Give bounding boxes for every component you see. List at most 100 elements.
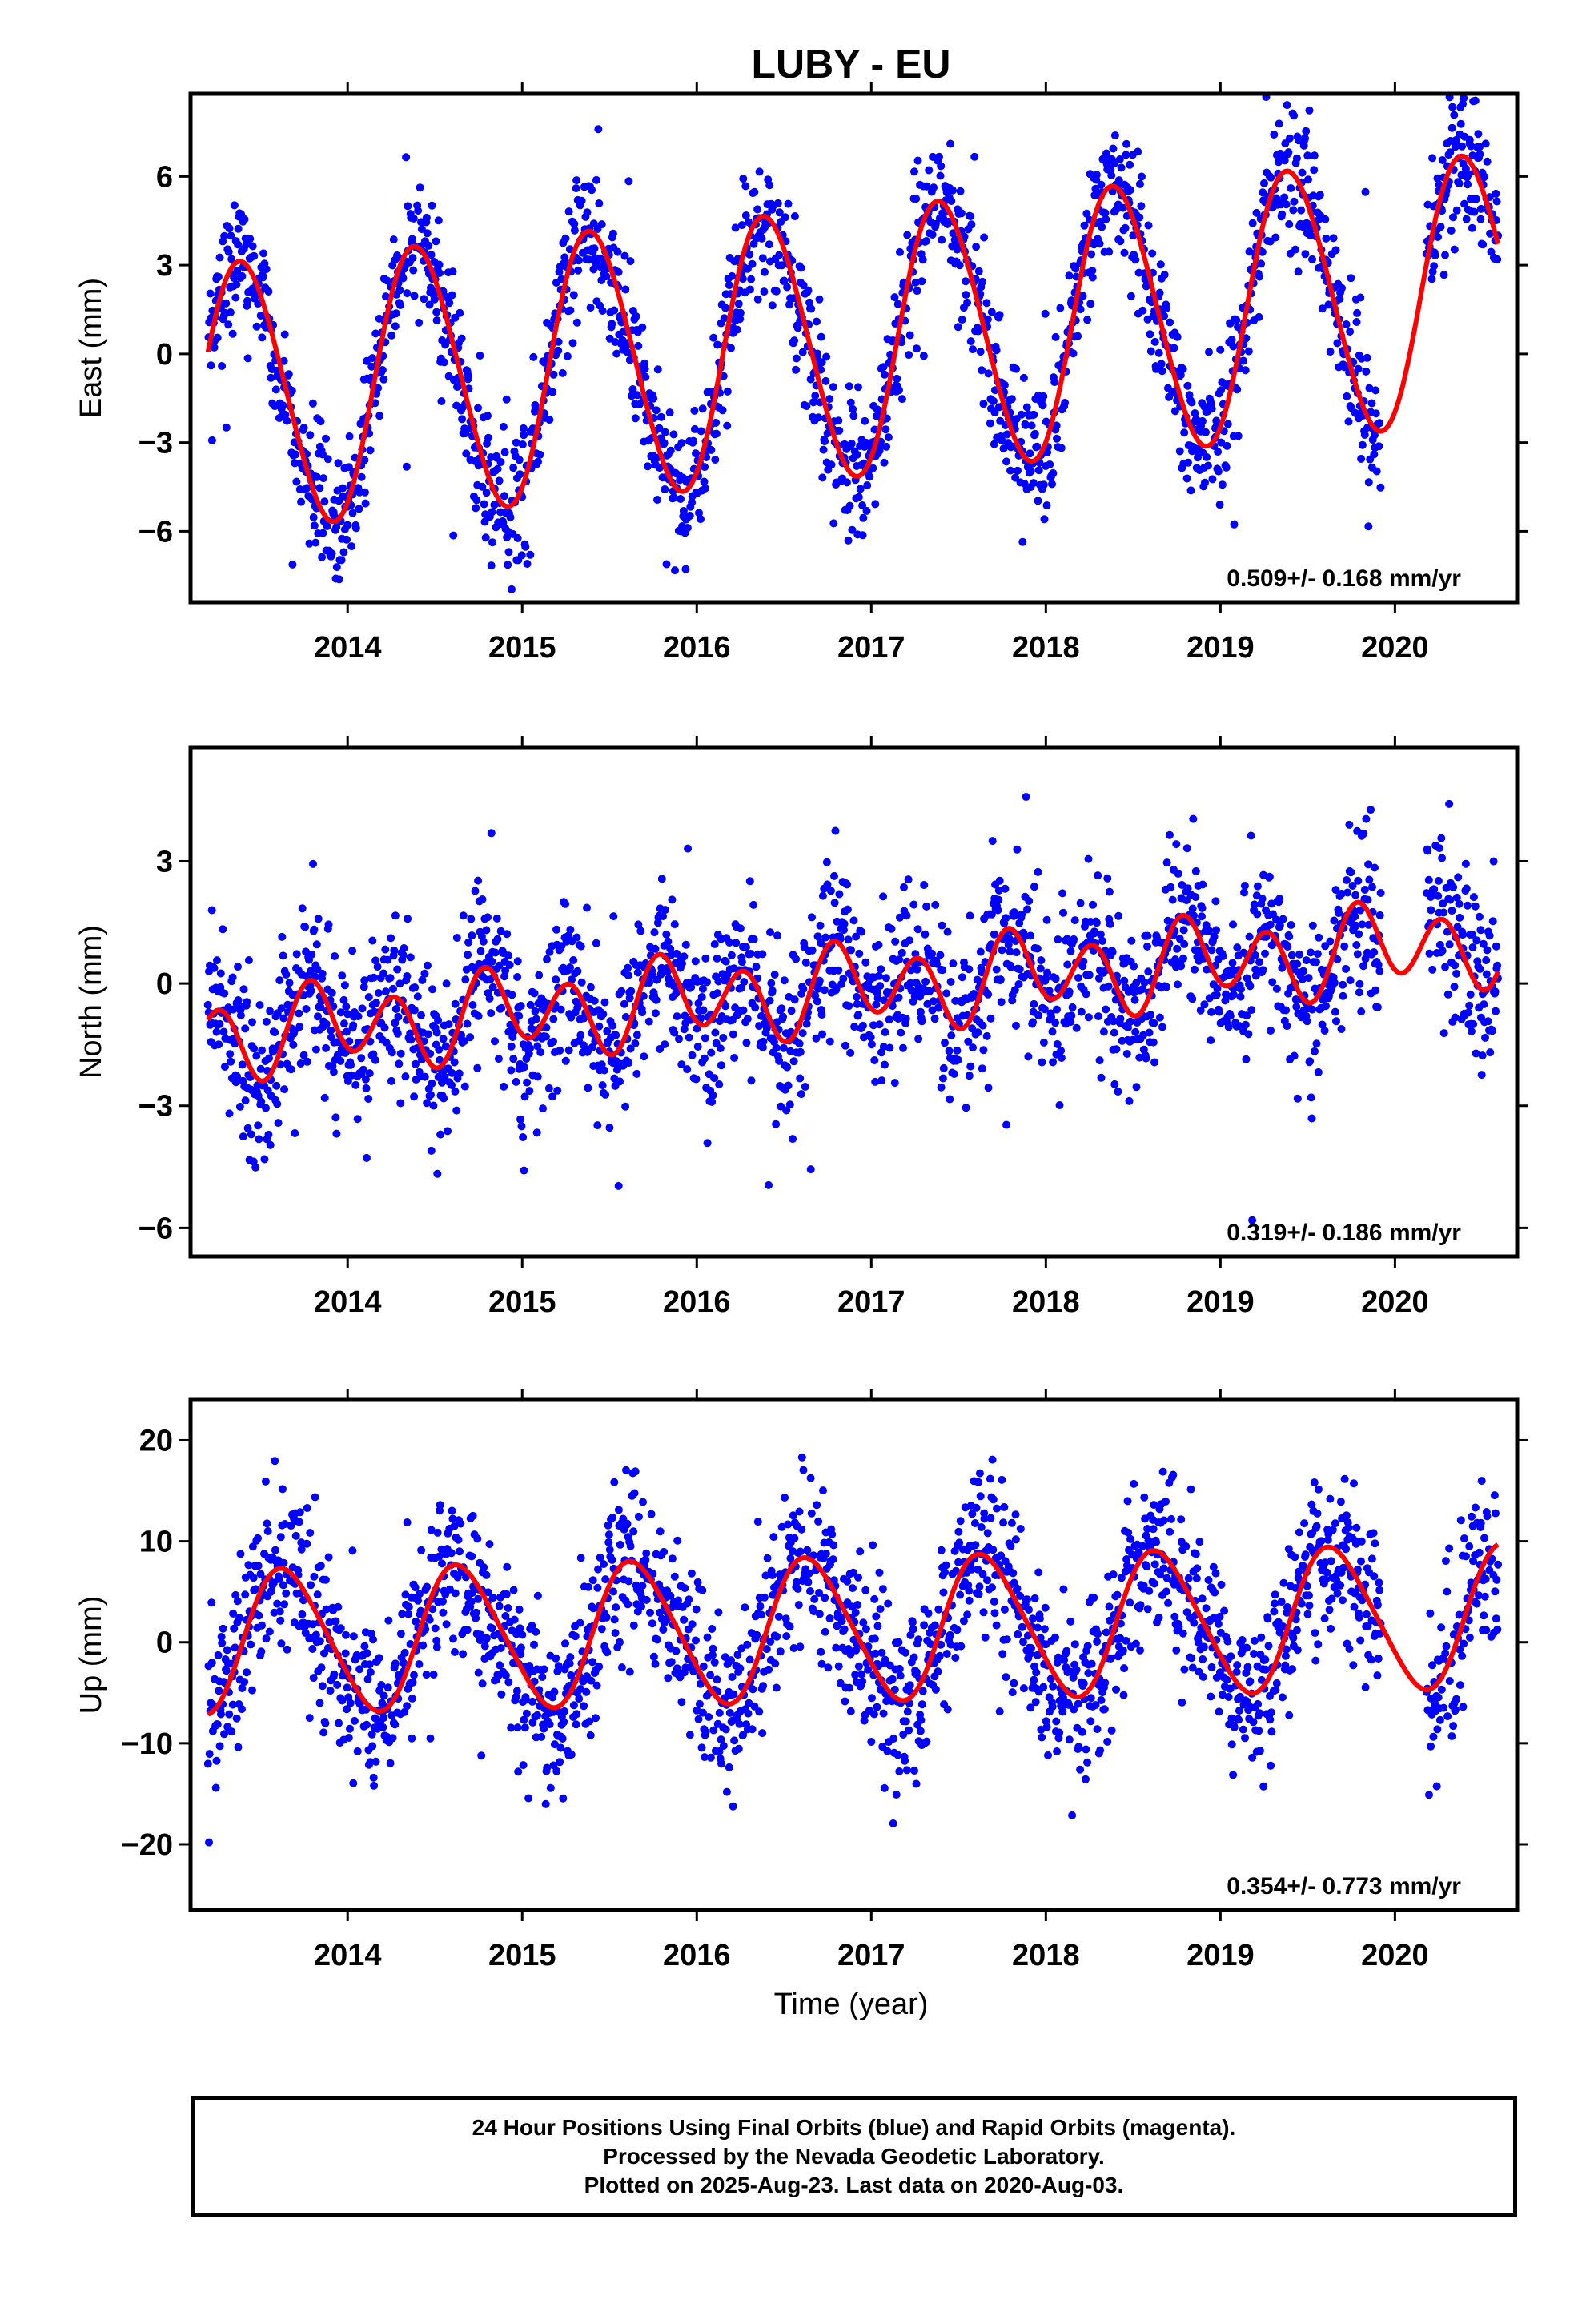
data-point — [406, 953, 415, 962]
data-point — [1355, 979, 1364, 988]
data-point — [440, 1094, 448, 1103]
data-point — [1162, 983, 1170, 991]
data-point — [707, 1048, 716, 1057]
data-point — [323, 522, 331, 530]
data-point — [610, 306, 619, 315]
data-point — [526, 1000, 535, 1009]
data-point — [921, 930, 930, 939]
data-point — [732, 939, 741, 947]
data-point — [1448, 103, 1457, 111]
data-point — [896, 913, 904, 922]
data-point — [474, 404, 482, 412]
data-point — [946, 1095, 954, 1104]
data-point — [474, 1594, 482, 1603]
data-point — [827, 460, 836, 469]
data-point — [476, 352, 484, 360]
data-point — [363, 1649, 371, 1658]
data-point — [1095, 1056, 1104, 1065]
data-point — [919, 352, 928, 360]
data-point — [1013, 845, 1022, 854]
data-point — [322, 1019, 331, 1028]
data-point — [660, 1547, 669, 1556]
data-point — [931, 900, 940, 909]
data-point — [653, 496, 661, 504]
data-point — [295, 1023, 304, 1031]
data-point — [302, 1005, 311, 1013]
data-point — [1097, 1073, 1106, 1082]
data-point — [1095, 239, 1104, 248]
data-point — [538, 1673, 547, 1681]
data-point — [1372, 467, 1381, 476]
data-point — [1488, 917, 1497, 926]
data-point — [1180, 939, 1189, 948]
data-point — [1143, 942, 1151, 951]
data-point — [1223, 420, 1232, 428]
data-point — [439, 1608, 448, 1617]
data-point — [933, 959, 942, 968]
data-point — [539, 1104, 547, 1113]
data-point — [1280, 156, 1289, 165]
data-point — [262, 1017, 271, 1026]
data-point — [875, 1020, 884, 1029]
data-point — [387, 1048, 396, 1057]
data-point — [256, 1570, 265, 1578]
data-point — [954, 323, 962, 332]
data-point — [1083, 316, 1092, 324]
data-point — [855, 949, 864, 958]
data-point — [597, 1625, 606, 1634]
data-point — [859, 513, 868, 522]
plot-frame-north — [188, 745, 1520, 1259]
data-point — [459, 1650, 468, 1659]
data-point — [454, 1535, 463, 1544]
data-point — [411, 983, 420, 991]
y-tick-label: 0 — [156, 967, 173, 1001]
data-point — [1129, 231, 1138, 240]
data-point — [346, 1699, 355, 1707]
data-point — [1229, 920, 1237, 929]
data-point — [1476, 215, 1485, 223]
data-point — [1449, 883, 1458, 891]
data-point — [900, 883, 908, 891]
data-point — [879, 363, 888, 372]
data-point — [1338, 283, 1346, 292]
data-point — [941, 1039, 949, 1047]
data-point — [1492, 942, 1500, 951]
data-point — [343, 1010, 352, 1019]
data-point — [1043, 968, 1052, 977]
data-point — [1465, 135, 1474, 144]
data-point — [720, 314, 729, 323]
data-point — [1067, 1011, 1076, 1020]
data-point — [701, 484, 709, 493]
data-point — [766, 928, 774, 937]
data-point — [1217, 438, 1226, 447]
data-point — [1459, 931, 1467, 939]
data-point — [519, 424, 528, 432]
data-point — [256, 1064, 265, 1073]
data-point — [772, 287, 781, 296]
data-point — [335, 575, 343, 584]
data-point — [371, 956, 380, 965]
data-point — [282, 1589, 291, 1598]
data-point — [466, 1033, 475, 1042]
data-point — [484, 913, 492, 922]
data-point — [517, 551, 526, 560]
data-point — [1347, 274, 1355, 283]
data-point — [339, 548, 348, 557]
data-point — [509, 1586, 518, 1594]
data-point — [371, 1757, 380, 1766]
data-point — [681, 940, 690, 949]
data-point — [1212, 991, 1221, 999]
data-point — [1082, 990, 1090, 999]
data-point — [806, 1165, 815, 1174]
data-point — [373, 963, 382, 971]
data-point — [1476, 965, 1484, 973]
data-point — [482, 926, 491, 935]
data-point — [558, 1735, 567, 1743]
data-point — [500, 1082, 508, 1091]
data-point — [537, 1732, 546, 1741]
data-point — [331, 1113, 340, 1122]
data-point — [699, 1662, 708, 1671]
data-point — [458, 415, 467, 424]
data-point — [1237, 985, 1245, 994]
data-point — [947, 197, 956, 205]
